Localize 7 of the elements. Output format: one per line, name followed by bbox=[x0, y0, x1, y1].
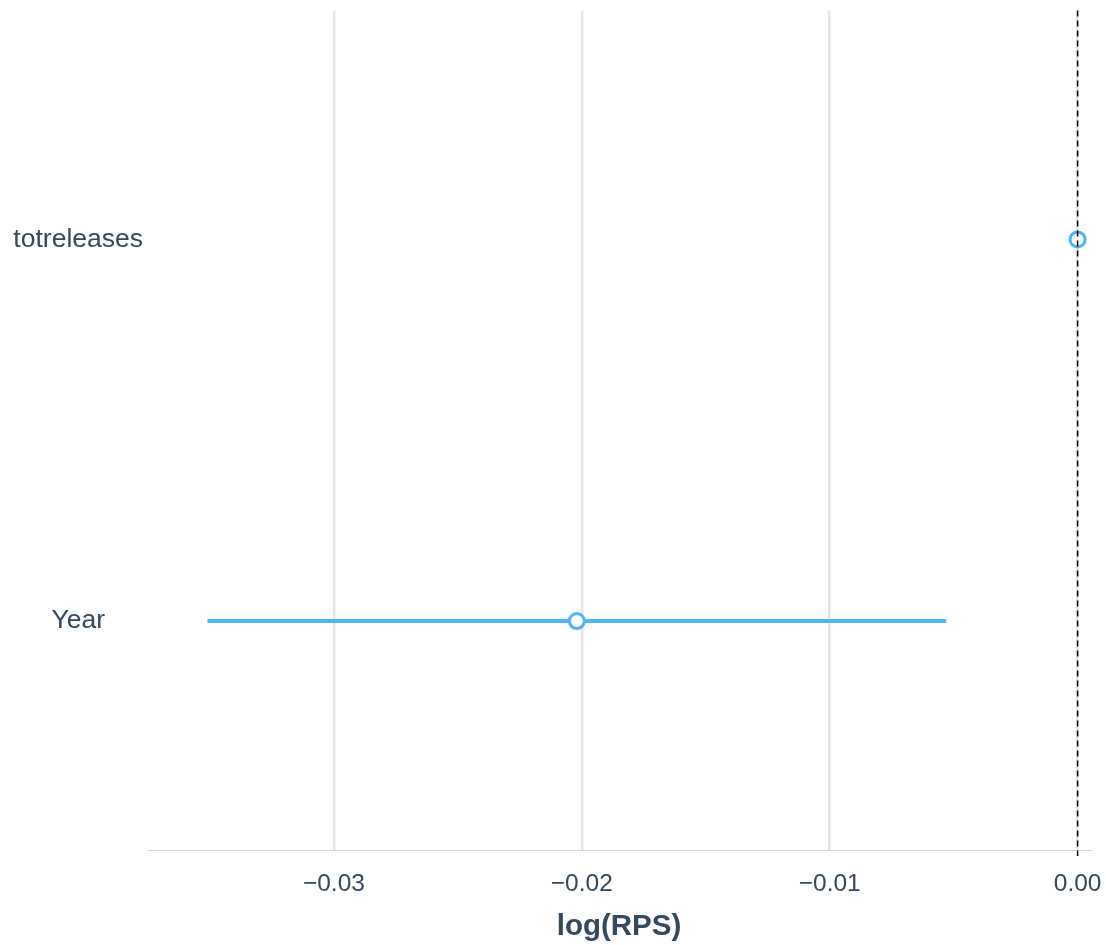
y-tick-label: Year bbox=[51, 604, 106, 635]
x-tick-label: −0.01 bbox=[798, 869, 861, 897]
x-tick-label: −0.02 bbox=[550, 869, 613, 897]
x-axis-title: log(RPS) bbox=[556, 908, 682, 942]
x-tick-label: −0.03 bbox=[302, 869, 365, 897]
y-tick-label: totreleases bbox=[13, 222, 144, 253]
x-tick-label: 0.00 bbox=[1053, 869, 1102, 897]
